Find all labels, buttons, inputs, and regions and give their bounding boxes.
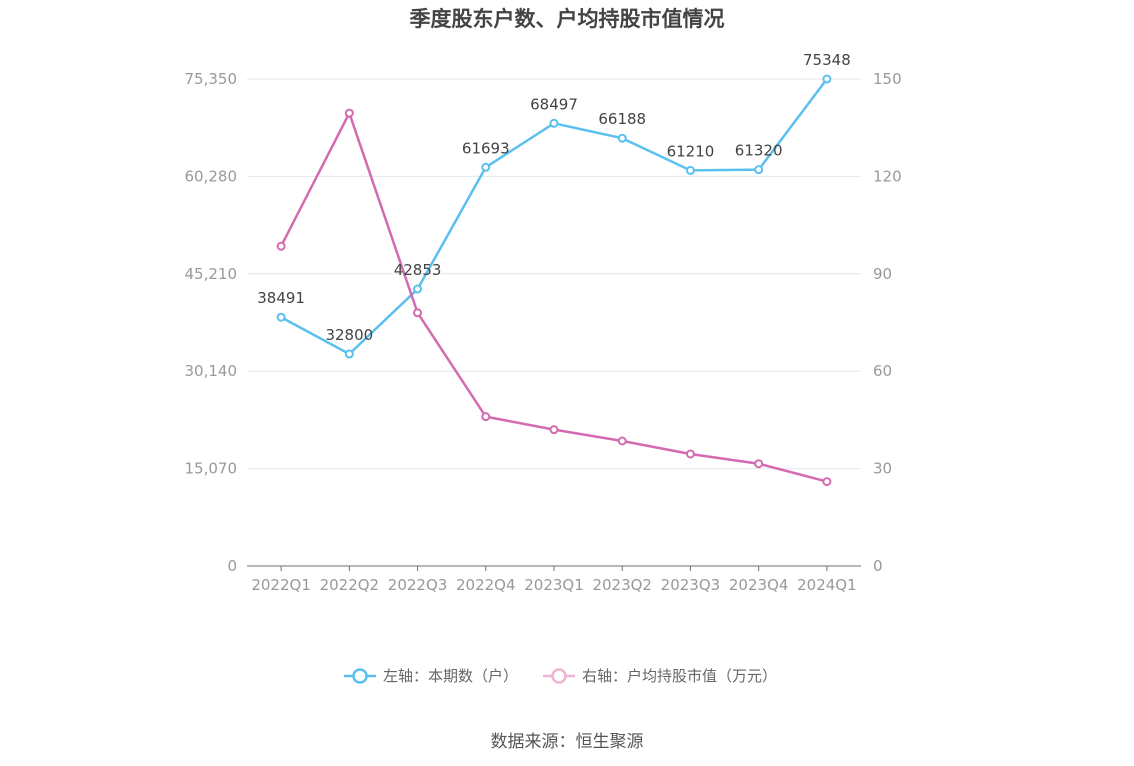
data-point — [754, 459, 764, 469]
data-point — [413, 284, 423, 294]
y-left-tick-label: 60,280 — [185, 167, 238, 185]
y-left-tick-label: 75,350 — [185, 70, 238, 88]
data-point — [276, 241, 286, 251]
data-point — [685, 165, 695, 175]
data-point — [549, 118, 559, 128]
y-left-tick-label: 0 — [227, 557, 237, 575]
data-point — [822, 74, 832, 84]
legend-label: 左轴：本期数（户） — [383, 667, 518, 685]
data-label: 61210 — [667, 142, 715, 160]
x-tick-label: 2023Q3 — [661, 576, 721, 594]
data-point — [481, 162, 491, 172]
data-label: 42853 — [394, 261, 442, 279]
x-tick-label: 2022Q3 — [388, 576, 448, 594]
data-label: 66188 — [598, 110, 646, 128]
axes: 0 0 15,070 30 30,140 60 45,210 90 60,280 120 75,35… — [185, 70, 902, 594]
x-tick-label: 2022Q2 — [320, 576, 380, 594]
data-label: 32800 — [325, 326, 373, 344]
series — [276, 74, 832, 487]
y-right-tick-label: 0 — [873, 557, 883, 575]
x-tick-label: 2024Q1 — [797, 576, 857, 594]
data-label: 61320 — [735, 142, 783, 160]
data-point — [685, 449, 695, 459]
data-label: 61693 — [462, 139, 510, 157]
legend-marker — [551, 668, 567, 684]
y-left-tick-label: 30,140 — [185, 362, 238, 380]
grid-lines — [247, 78, 861, 470]
data-point — [617, 133, 627, 143]
data-label: 75348 — [803, 51, 851, 69]
legend-label: 右轴：户均持股市值（万元） — [582, 667, 777, 685]
x-tick-label: 2023Q2 — [592, 576, 652, 594]
data-point — [344, 108, 354, 118]
data-point — [413, 308, 423, 318]
legend-item-holders[interactable]: 左轴：本期数（户） — [344, 667, 518, 685]
y-right-tick-label: 120 — [873, 167, 902, 185]
data-labels: 38491 32800 42853 61693 68497 66188 61210 61320… — [257, 51, 850, 344]
data-point — [754, 165, 764, 175]
x-tick-label: 2023Q4 — [729, 576, 789, 594]
y-left-tick-label: 15,070 — [185, 460, 238, 478]
data-point — [481, 412, 491, 422]
data-point — [617, 436, 627, 446]
x-tick-label: 2023Q1 — [524, 576, 584, 594]
data-point — [276, 312, 286, 322]
y-left-tick-label: 45,210 — [185, 265, 238, 283]
y-right-tick-label: 150 — [873, 70, 902, 88]
y-right-tick-label: 90 — [873, 265, 892, 283]
legend-item-market-value[interactable]: 右轴：户均持股市值（万元） — [543, 667, 777, 685]
data-label: 68497 — [530, 95, 578, 113]
data-point — [822, 477, 832, 487]
source-text: 数据来源：恒生聚源 — [491, 732, 644, 752]
y-right-tick-label: 30 — [873, 460, 892, 478]
y-right-tick-label: 60 — [873, 362, 892, 380]
legend-marker — [352, 668, 368, 684]
x-tick-label: 2022Q4 — [456, 576, 516, 594]
data-point — [549, 425, 559, 435]
data-label: 38491 — [257, 289, 305, 307]
data-point — [344, 349, 354, 359]
legend[interactable]: 左轴：本期数（户） 右轴：户均持股市值（万元） — [344, 667, 777, 685]
x-tick-label: 2022Q1 — [251, 576, 311, 594]
chart-title: 季度股东户数、户均持股市值情况 — [410, 7, 725, 31]
